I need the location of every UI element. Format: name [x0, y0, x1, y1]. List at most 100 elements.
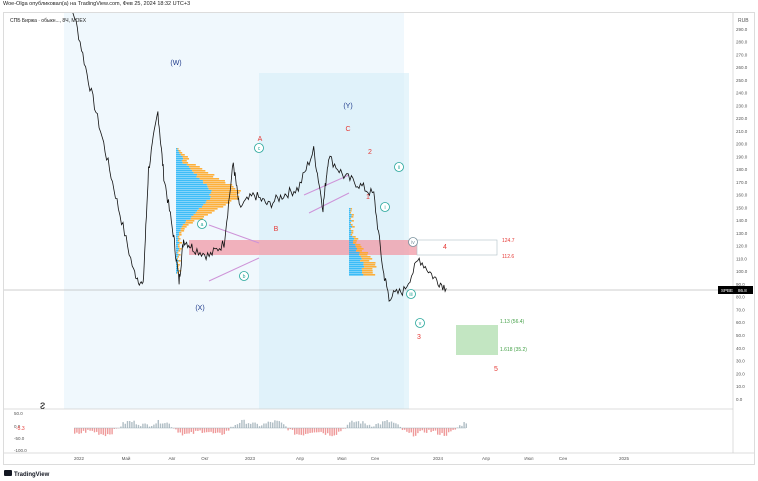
oscillator-bar [162, 423, 164, 428]
volume-bar [176, 232, 179, 234]
oscillator-bar [322, 428, 324, 434]
oscillator-bar [195, 428, 197, 431]
volume-bar [176, 256, 178, 258]
volume-bar [176, 172, 194, 174]
volume-bar [176, 230, 181, 232]
volume-bar [352, 236, 356, 238]
volume-bar [351, 232, 354, 234]
volume-bar [349, 212, 351, 214]
oscillator-bar [272, 422, 274, 428]
wave-label: (W) [170, 60, 181, 67]
oscillator-bar [278, 421, 280, 428]
oscillator-bar [129, 421, 131, 428]
oscillator-bar [254, 422, 256, 428]
volume-bar [176, 220, 187, 222]
volume-bar [190, 218, 203, 220]
oscillator-bar [135, 424, 137, 428]
price-tick-label: 270.0 [736, 52, 748, 57]
volume-bar [354, 238, 359, 240]
publisher-bar: Woe-Olga опубликовал(а) на TradingView.c… [0, 0, 758, 12]
volume-bar [180, 154, 185, 156]
volume-bar [192, 170, 206, 172]
oscillator-bar [305, 428, 307, 434]
volume-bar [350, 224, 353, 226]
oscillator-bar [192, 428, 195, 434]
oscillator-bar [126, 421, 129, 428]
oscillator-bar [89, 428, 91, 431]
tradingview-logo-icon[interactable] [4, 470, 12, 476]
volume-bar [176, 250, 179, 252]
oscillator-bar [104, 428, 107, 437]
oscillator-bar [353, 422, 355, 428]
drawing-tool-icon[interactable]: ᴤ [40, 398, 45, 412]
oscillator-tick-label: -100.0 [14, 448, 27, 453]
oscillator-bar [430, 428, 432, 433]
volume-bar [351, 214, 354, 216]
volume-bar [176, 228, 181, 230]
volume-bar [210, 196, 240, 198]
oscillator-bar [349, 422, 351, 428]
oscillator-bar [465, 423, 467, 428]
wave-label: 1 [366, 194, 370, 201]
oscillator-bar [313, 428, 316, 433]
volume-bar [178, 260, 181, 262]
volume-bar [209, 198, 238, 200]
wave-label-circle [415, 318, 425, 328]
volume-bar [177, 272, 178, 274]
volume-bar [349, 214, 352, 216]
oscillator-bar [153, 424, 155, 428]
volume-bar [176, 260, 179, 262]
volume-bar [349, 232, 352, 234]
oscillator-bar [168, 423, 170, 428]
price-tick-label: 290.0 [736, 27, 748, 32]
oscillator-bar [214, 428, 217, 434]
time-tick-label: Май [122, 455, 131, 461]
oscillator-bar [437, 428, 439, 435]
volume-bar [349, 222, 351, 224]
volume-bar [351, 230, 354, 232]
oscillator-bar [274, 420, 276, 428]
oscillator-bar [395, 423, 397, 428]
price-chart[interactable]: 290.0280.0270.0260.0250.0240.0230.0220.0… [4, 13, 754, 464]
volume-bar [349, 266, 365, 268]
oscillator-bar [267, 421, 269, 428]
volume-bar [179, 248, 182, 250]
zone-lower-label: 112.6 [502, 254, 514, 260]
oscillator-bar [157, 419, 159, 428]
time-axis[interactable]: 2022 Май Авг Окт 2023 Апр Июл Сен 2024 Апр Июл Сен 2… [74, 455, 630, 461]
oscillator-bar [109, 428, 111, 435]
volume-bar [349, 260, 361, 262]
oscillator-bar [287, 428, 289, 431]
volume-bar [349, 230, 352, 232]
wave-label: 3 [417, 334, 421, 341]
oscillator-bar [443, 428, 445, 436]
wave-label: iv [411, 240, 415, 246]
volume-bar [186, 164, 196, 166]
volume-bar [182, 156, 188, 158]
price-tick-label: 70.0 [736, 307, 745, 312]
price-tick-label: 190.0 [736, 154, 748, 159]
wave-label: (Y) [343, 103, 352, 110]
chart-frame[interactable]: 290.0 280.0 270.0 260.0 250.0 240.0 230.0 220.0… [3, 12, 755, 465]
volume-bar [176, 150, 179, 152]
oscillator-bar [217, 428, 219, 433]
price-axis[interactable]: 290.0 280.0 270.0 260.0 250.0 240.0 230.0 220.0… [736, 27, 748, 402]
oscillator-bar [344, 428, 346, 429]
volume-bar [350, 222, 351, 224]
volume-bar [176, 182, 204, 184]
oscillator-bar [307, 428, 309, 434]
tradingview-brand[interactable]: TradingView [14, 472, 50, 478]
oscillator-bar [245, 423, 247, 428]
oscillator-bar [285, 426, 287, 428]
wave-label-circle [197, 219, 207, 229]
volume-bar [349, 216, 352, 218]
oscillator-bar [377, 423, 379, 428]
oscillator-bar [137, 424, 140, 428]
volume-bar [183, 158, 190, 160]
volume-bar [176, 216, 192, 218]
oscillator-bar [360, 423, 362, 428]
price-tick-label: 130.0 [736, 231, 748, 236]
price-tick-label: 10.0 [736, 384, 745, 389]
price-tick-label: 20.0 [736, 371, 745, 376]
oscillator-bar [311, 428, 313, 433]
